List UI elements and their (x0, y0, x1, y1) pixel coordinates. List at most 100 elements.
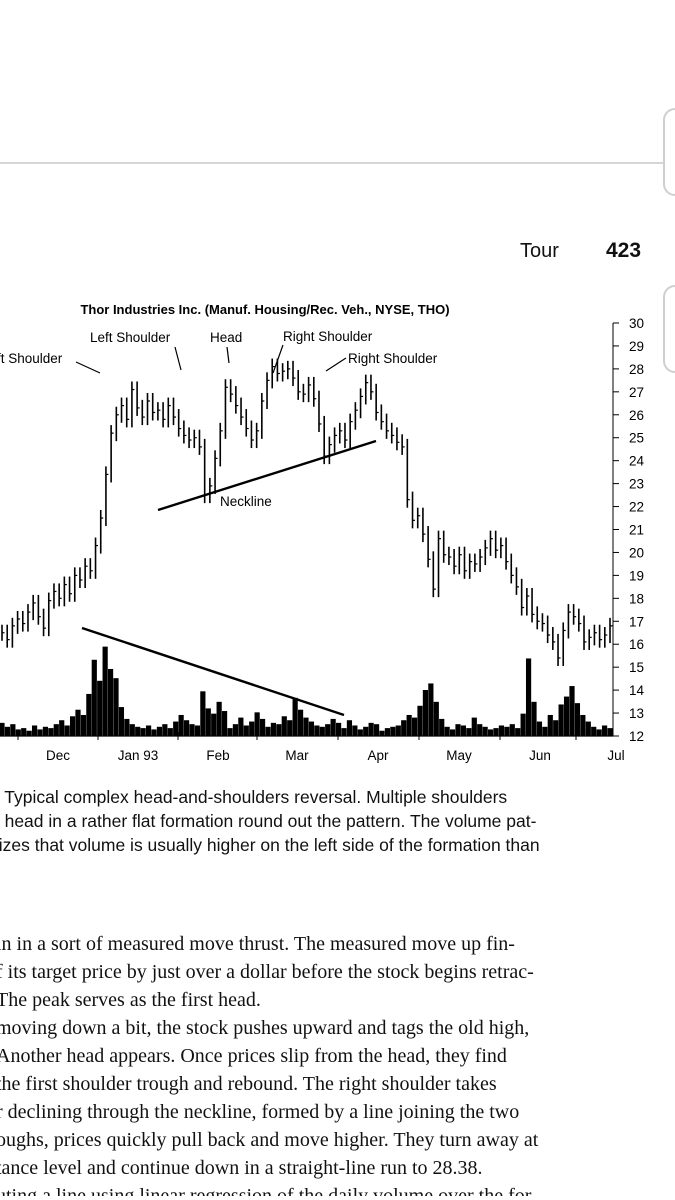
volume-bar (0, 722, 5, 736)
volume-bar (471, 717, 477, 736)
volume-bar (585, 721, 591, 736)
volume-bar (569, 686, 575, 736)
volume-bar (352, 725, 358, 736)
volume-bar (531, 701, 537, 736)
volume-bar (129, 724, 135, 736)
y-tick-label: 27 (629, 385, 644, 400)
y-tick-label: 23 (629, 477, 644, 492)
volume-bar (542, 726, 548, 736)
volume-bar (183, 720, 190, 736)
volume-trendline (81, 626, 345, 717)
x-tick-label: Mar (285, 748, 309, 763)
y-tick-label: 20 (629, 545, 644, 560)
edge-scroll-tab[interactable] (663, 108, 675, 196)
y-tick-label: 29 (629, 339, 644, 354)
volume-bar (314, 725, 320, 736)
body-paragraph: in in a sort of measured move thrust. Th… (0, 930, 675, 1196)
volume-bar (460, 725, 467, 736)
volume-bar (156, 726, 163, 736)
caption-line: e head in a rather flat formation round … (0, 811, 537, 831)
volume-bar (493, 728, 499, 736)
y-tick-label: 15 (629, 660, 644, 675)
x-axis-ticks: Dec Jan 93 Feb Mar Apr May Jun Jul (17, 732, 625, 763)
volume-bar (4, 726, 11, 736)
annotation-right-shoulder-2: Right Shoulder (348, 351, 438, 366)
volume-bar (558, 704, 564, 736)
volume-bar (498, 725, 505, 736)
body-line: tance level and continue down in a strai… (0, 1157, 483, 1179)
leader-line (75, 361, 101, 374)
volume-bar (211, 713, 217, 736)
volume-bar (390, 726, 396, 736)
volume-bar (406, 714, 412, 736)
volume-bar (238, 717, 244, 736)
volume-bar (504, 726, 510, 736)
y-tick-label: 25 (629, 431, 644, 446)
volume-bar (254, 712, 260, 736)
volume-bar (42, 726, 49, 736)
caption-line: 2 Typical complex head-and-shoulders rev… (0, 787, 508, 807)
volume-bar (140, 728, 146, 736)
volume-bar (520, 713, 526, 736)
volume-bar (417, 705, 423, 736)
annotation-right-shoulder: Right Shoulder (283, 329, 373, 344)
volume-bar (297, 709, 304, 736)
volume-bar (466, 728, 472, 736)
leader-line (226, 346, 230, 364)
volume-bar (124, 718, 130, 736)
volume-bar (455, 724, 461, 736)
volume-bar (553, 720, 559, 736)
volume-bar (249, 721, 255, 736)
y-tick-label: 26 (629, 408, 644, 423)
volume-bar (449, 729, 456, 736)
volume-bar (482, 726, 488, 736)
volume-bar (232, 724, 239, 736)
volume-bar (270, 722, 277, 736)
annotation-ft-shoulder: ft Shoulder (0, 351, 63, 366)
viewer-top-band (0, 0, 675, 164)
volume-bar (178, 714, 184, 736)
volume-bar (265, 726, 271, 736)
volume-bar (21, 728, 27, 736)
volume-bar (346, 720, 353, 736)
y-tick-label: 19 (629, 568, 644, 583)
body-line: moving down a bit, the stock pushes upwa… (0, 1017, 530, 1039)
y-tick-label: 13 (629, 706, 644, 721)
volume-bar (439, 718, 445, 736)
y-tick-label: 30 (629, 316, 644, 331)
body-line: uting a line using linear regression of … (0, 1185, 538, 1196)
volume-bar (433, 701, 439, 736)
volume-bars (0, 646, 613, 736)
volume-bar (48, 728, 54, 736)
y-tick-label: 24 (629, 454, 645, 469)
volume-bar (281, 716, 287, 736)
body-line: the first shoulder trough and rebound. T… (0, 1073, 497, 1095)
volume-bar (26, 730, 32, 736)
figure-caption: 2 Typical complex head-and-shoulders rev… (0, 785, 675, 857)
body-line: The peak serves as the first head. (0, 989, 261, 1011)
volume-bar (335, 722, 342, 736)
y-tick-label: 12 (629, 729, 644, 744)
volume-bar (69, 716, 76, 736)
volume-bar (607, 728, 613, 736)
volume-bar (477, 724, 483, 736)
volume-bar (135, 726, 141, 736)
volume-bar (308, 721, 315, 736)
y-axis-ticks: 30 29 28 27 26 25 24 23 22 21 20 19 18 17 16 15 14 13 12 (613, 316, 645, 744)
x-tick-label: Jan 93 (118, 748, 159, 763)
volume-bar (547, 714, 553, 736)
leader-line (174, 346, 182, 371)
volume-bar (287, 720, 293, 736)
volume-bar (91, 659, 97, 736)
y-tick-label: 22 (629, 500, 644, 515)
body-line: r declining through the neckline, formed… (0, 1101, 520, 1123)
volume-bar (422, 690, 429, 736)
volume-bar (574, 703, 581, 736)
volume-bar (319, 726, 325, 736)
volume-bar (167, 728, 173, 736)
volume-bar (200, 691, 206, 736)
page-number: 423 (606, 239, 642, 262)
y-tick-label: 21 (629, 523, 644, 538)
volume-bar (59, 720, 65, 736)
volume-bar (536, 721, 543, 736)
